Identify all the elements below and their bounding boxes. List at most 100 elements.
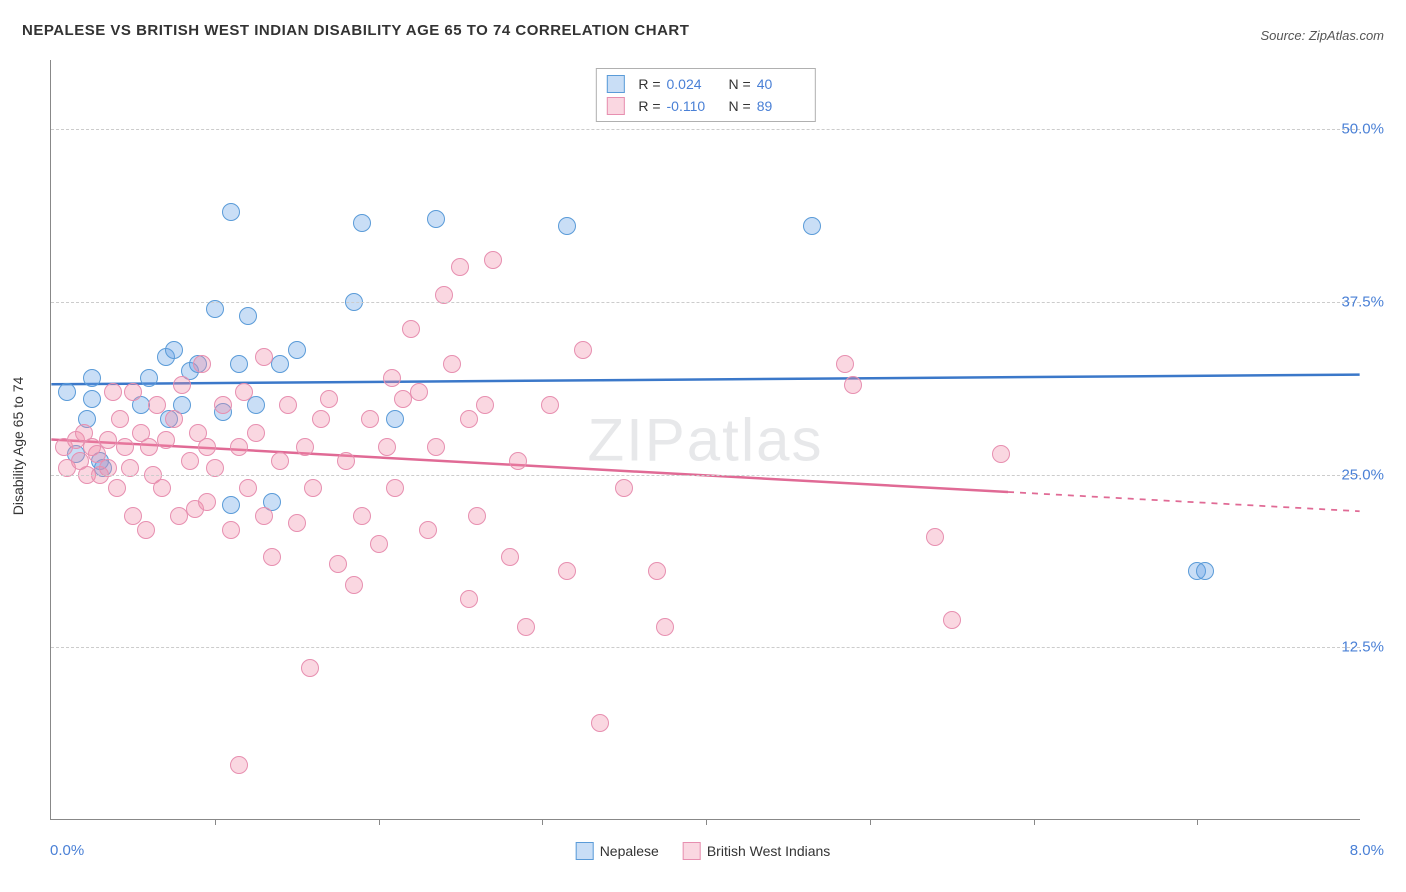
legend-stat-row: R =0.024N =40 <box>606 73 804 95</box>
data-point <box>124 383 142 401</box>
gridline-h <box>51 302 1360 303</box>
data-point <box>460 590 478 608</box>
data-point <box>148 396 166 414</box>
data-point <box>271 452 289 470</box>
data-point <box>509 452 527 470</box>
scatter-svg <box>51 60 1360 819</box>
watermark: ZIPatlas <box>587 405 823 474</box>
data-point <box>386 479 404 497</box>
data-point <box>83 390 101 408</box>
data-point <box>255 507 273 525</box>
data-point <box>157 431 175 449</box>
data-point <box>468 507 486 525</box>
data-point <box>222 521 240 539</box>
data-point <box>111 410 129 428</box>
data-point <box>193 355 211 373</box>
x-tick <box>215 819 216 825</box>
data-point <box>165 410 183 428</box>
stat-n-label: N = <box>729 76 751 92</box>
data-point <box>165 341 183 359</box>
data-point <box>296 438 314 456</box>
chart-title: NEPALESE VS BRITISH WEST INDIAN DISABILI… <box>22 22 689 39</box>
legend-stats: R = 0.024 N = 40 R = -0.110 N = 89 <box>595 68 815 122</box>
legend-label: British West Indians <box>707 843 830 859</box>
data-point <box>419 521 437 539</box>
stat-r-value: 0.024 <box>667 76 715 92</box>
data-point <box>648 562 666 580</box>
data-point <box>153 479 171 497</box>
data-point <box>591 714 609 732</box>
data-point <box>558 562 576 580</box>
data-point <box>83 369 101 387</box>
gridline-h <box>51 475 1360 476</box>
data-point <box>214 396 232 414</box>
data-point <box>104 383 122 401</box>
stat-n-value: 40 <box>757 76 805 92</box>
data-point <box>108 479 126 497</box>
data-point <box>410 383 428 401</box>
data-point <box>58 383 76 401</box>
data-point <box>943 611 961 629</box>
stat-r-value: -0.110 <box>667 98 715 114</box>
data-point <box>451 258 469 276</box>
source-label: Source: ZipAtlas.com <box>1260 28 1384 43</box>
data-point <box>140 438 158 456</box>
plot-area: ZIPatlas R = 0.024 N = 40 R = -0.110 N = 89 <box>50 60 1360 820</box>
x-tick <box>870 819 871 825</box>
data-point <box>484 251 502 269</box>
trend-line-dashed <box>1008 492 1360 511</box>
data-point <box>247 396 265 414</box>
data-point <box>443 355 461 373</box>
gridline-h <box>51 647 1360 648</box>
legend-swatch <box>683 842 701 860</box>
data-point <box>170 507 188 525</box>
data-point <box>137 521 155 539</box>
data-point <box>427 210 445 228</box>
data-point <box>198 493 216 511</box>
legend-stat-row: R = -0.110 N = 89 <box>606 95 804 117</box>
data-point <box>288 341 306 359</box>
data-point <box>378 438 396 456</box>
legend-label: Nepalese <box>600 843 659 859</box>
data-point <box>230 355 248 373</box>
data-point <box>353 214 371 232</box>
x-tick <box>1034 819 1035 825</box>
data-point <box>239 479 257 497</box>
data-point <box>181 452 199 470</box>
data-point <box>235 383 253 401</box>
data-point <box>230 756 248 774</box>
data-point <box>476 396 494 414</box>
data-point <box>222 203 240 221</box>
data-point <box>383 369 401 387</box>
data-point <box>288 514 306 532</box>
data-point <box>247 424 265 442</box>
data-point <box>239 307 257 325</box>
legend-swatch <box>576 842 594 860</box>
data-point <box>140 369 158 387</box>
data-point <box>992 445 1010 463</box>
y-tick-label: 50.0% <box>1341 121 1384 138</box>
data-point <box>337 452 355 470</box>
data-point <box>271 355 289 373</box>
legend-bottom: Nepalese British West Indians <box>576 842 831 860</box>
x-tick <box>542 819 543 825</box>
data-point <box>836 355 854 373</box>
stat-n-label: N = <box>729 98 751 114</box>
legend-swatch <box>606 75 624 93</box>
data-point <box>173 376 191 394</box>
data-point <box>361 410 379 428</box>
data-point <box>370 535 388 553</box>
legend-item: Nepalese <box>576 842 659 860</box>
stat-n-value: 89 <box>757 98 805 114</box>
data-point <box>301 659 319 677</box>
data-point <box>345 576 363 594</box>
data-point <box>255 348 273 366</box>
y-tick-label: 37.5% <box>1341 293 1384 310</box>
data-point <box>222 496 240 514</box>
x-min-label: 0.0% <box>50 842 84 859</box>
x-tick <box>379 819 380 825</box>
data-point <box>386 410 404 428</box>
legend-swatch <box>606 97 624 115</box>
stat-r-label: R = <box>638 98 660 114</box>
data-point <box>460 410 478 428</box>
